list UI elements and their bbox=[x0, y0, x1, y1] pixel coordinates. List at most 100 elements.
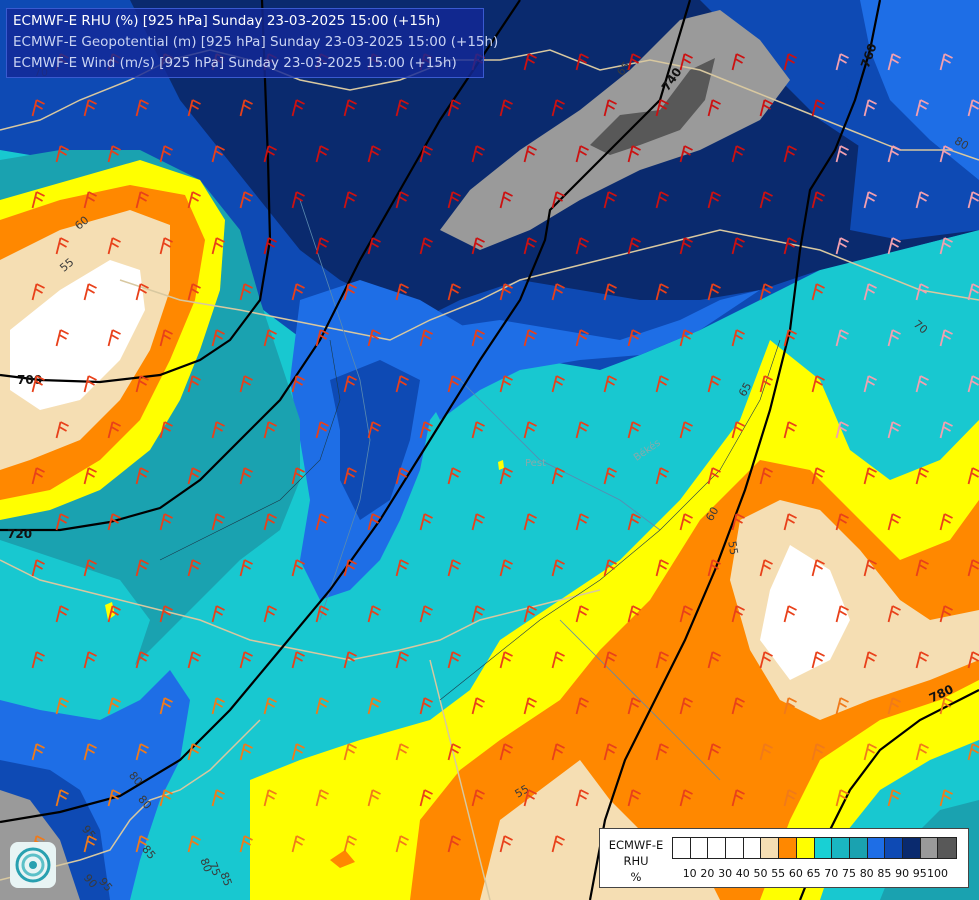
wind-barb bbox=[811, 559, 825, 577]
wind-barb bbox=[783, 421, 797, 439]
wind-barb bbox=[315, 605, 329, 623]
wind-barb bbox=[707, 99, 721, 117]
wind-barb bbox=[83, 559, 97, 577]
legend-tick-label: 50 bbox=[753, 867, 768, 880]
wind-barb bbox=[471, 421, 485, 439]
border-line bbox=[0, 719, 261, 881]
wind-barb bbox=[343, 283, 357, 301]
wind-barb bbox=[471, 697, 485, 715]
wind-barb bbox=[211, 145, 225, 163]
wind-barb bbox=[811, 283, 825, 301]
wind-barb bbox=[55, 789, 69, 807]
wind-barb bbox=[887, 53, 901, 71]
wind-barb bbox=[83, 283, 97, 301]
wind-barb bbox=[83, 191, 97, 209]
wind-barb bbox=[835, 237, 849, 255]
wind-barb bbox=[343, 191, 357, 209]
wind-barb bbox=[187, 191, 201, 209]
wind-barbs bbox=[31, 53, 979, 853]
wind-barb bbox=[291, 835, 305, 853]
wind-barb bbox=[887, 145, 901, 163]
legend-tick-label: 70 bbox=[824, 867, 839, 880]
wind-barb bbox=[835, 329, 849, 347]
wind-barb bbox=[135, 283, 149, 301]
wind-barb bbox=[471, 605, 485, 623]
wind-barb bbox=[939, 513, 953, 531]
wind-barb bbox=[211, 513, 225, 531]
wind-barb bbox=[835, 605, 849, 623]
wind-barb bbox=[315, 513, 329, 531]
wind-barb bbox=[83, 651, 97, 669]
wind-barb bbox=[343, 375, 357, 393]
wind-barb bbox=[655, 375, 669, 393]
wind-barb bbox=[419, 513, 433, 531]
wind-barb bbox=[395, 375, 409, 393]
wind-barb bbox=[915, 651, 929, 669]
wind-barb bbox=[707, 283, 721, 301]
wind-barb bbox=[367, 145, 381, 163]
legend-tick-label: 20 bbox=[700, 867, 715, 880]
wind-barb bbox=[627, 697, 641, 715]
wind-barb bbox=[159, 145, 173, 163]
river-line bbox=[559, 619, 721, 781]
rhu-label: 55 bbox=[725, 540, 740, 556]
wind-barb bbox=[263, 513, 277, 531]
wind-barb bbox=[811, 375, 825, 393]
wind-barb bbox=[239, 191, 253, 209]
rhu-contour bbox=[159, 339, 341, 561]
wind-barb bbox=[31, 651, 45, 669]
wind-barb bbox=[887, 237, 901, 255]
wind-barb bbox=[759, 467, 773, 485]
wind-barb bbox=[655, 99, 669, 117]
wind-barb bbox=[31, 283, 45, 301]
wind-barb bbox=[471, 513, 485, 531]
wind-barb bbox=[551, 651, 565, 669]
wind-barb bbox=[343, 743, 357, 761]
wind-barb bbox=[551, 191, 565, 209]
legend-tick-labels: 10 20 30 40 50 55 60 65 70 75 80 85 90 95 100 bbox=[672, 867, 972, 881]
wind-barb bbox=[135, 467, 149, 485]
wind-barb bbox=[263, 145, 277, 163]
wind-barb bbox=[291, 651, 305, 669]
wind-barb bbox=[863, 467, 877, 485]
wind-barb bbox=[135, 559, 149, 577]
legend-swatch bbox=[690, 838, 709, 858]
wind-barb bbox=[627, 513, 641, 531]
wind-barb bbox=[575, 513, 589, 531]
wind-barb bbox=[263, 329, 277, 347]
wind-barb bbox=[887, 513, 901, 531]
geopotential-740 bbox=[0, 0, 692, 824]
wind-barb bbox=[939, 697, 953, 715]
wind-barb bbox=[315, 697, 329, 715]
wind-barb bbox=[395, 191, 409, 209]
wind-barb bbox=[523, 789, 537, 807]
wind-barb bbox=[447, 651, 461, 669]
wind-barb bbox=[679, 605, 693, 623]
wind-barb bbox=[239, 743, 253, 761]
wind-barb bbox=[499, 283, 513, 301]
wind-barb bbox=[83, 375, 97, 393]
legend-tick-label: 100 bbox=[927, 867, 948, 880]
rhu-band-80-east bbox=[860, 0, 979, 180]
wind-barb bbox=[575, 697, 589, 715]
rhu-band-85-center bbox=[330, 360, 420, 520]
wind-barb bbox=[707, 375, 721, 393]
wind-barb bbox=[367, 789, 381, 807]
wind-barb bbox=[551, 743, 565, 761]
wind-barb bbox=[471, 329, 485, 347]
wind-barb bbox=[315, 237, 329, 255]
wind-barb bbox=[679, 697, 693, 715]
wind-barb bbox=[395, 559, 409, 577]
wind-barb bbox=[679, 53, 693, 71]
wind-barb bbox=[239, 283, 253, 301]
wind-barb bbox=[31, 191, 45, 209]
wind-barb bbox=[135, 835, 149, 853]
wind-barb bbox=[499, 375, 513, 393]
wind-barb bbox=[707, 743, 721, 761]
rhu-spot bbox=[330, 850, 355, 868]
wind-barb bbox=[967, 467, 979, 485]
wind-barb bbox=[731, 329, 745, 347]
wind-barb bbox=[291, 467, 305, 485]
border-line bbox=[0, 559, 601, 661]
wind-barb bbox=[395, 467, 409, 485]
